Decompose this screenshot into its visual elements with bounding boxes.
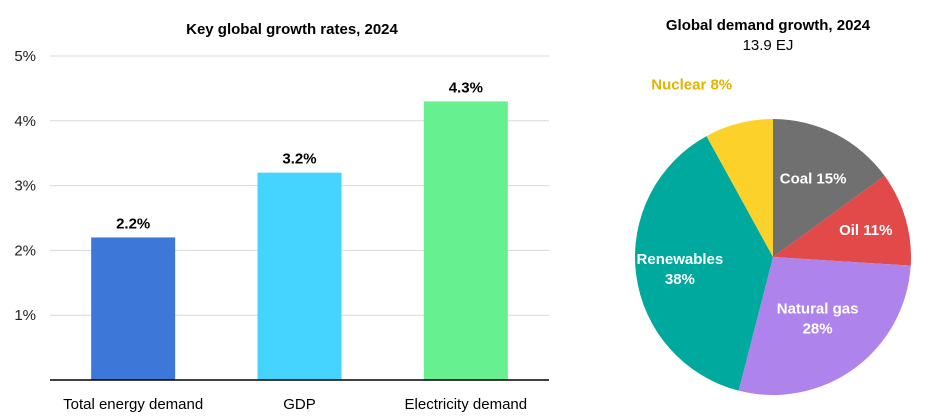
bar-value-label: 2.2%: [116, 215, 150, 232]
bar: [423, 101, 508, 381]
pie-slice-coal: [773, 119, 885, 257]
y-tick-label: 4%: [14, 113, 36, 130]
y-tick-label: 2%: [14, 242, 36, 259]
pie-slice-labels: Coal 15% Oil 11% Natural gas 28% Renewables 3…: [637, 77, 893, 338]
x-category-label: GDP: [283, 396, 316, 413]
x-category-label: Electricity demand: [405, 396, 528, 413]
x-axis-categories: Total energy demand GDP Electricity demand: [63, 396, 527, 413]
y-tick-label: 3%: [14, 178, 36, 195]
pie-slice-nuclear: [706, 119, 773, 257]
pie-chart-title: Global demand growth, 2024: [666, 17, 871, 34]
x-category-label: Total energy demand: [63, 396, 203, 413]
bar-data-labels: 2.2% 3.2% 4.3%: [116, 79, 483, 232]
bar: [257, 172, 342, 380]
bar-chart-title: Key global growth rates, 2024: [186, 21, 398, 38]
pie-slice-label: Natural gas 28%: [777, 300, 859, 337]
bar-value-label: 3.2%: [282, 151, 316, 168]
y-tick-label: 5%: [14, 48, 36, 65]
pie-chart: Global demand growth, 2024 13.9 EJ Coal …: [635, 17, 911, 395]
y-axis-ticks: 1% 2% 3% 4% 5%: [14, 48, 36, 324]
pie-slice-label: Coal 15%: [780, 170, 847, 187]
bar-series: [91, 101, 508, 381]
y-tick-label: 1%: [14, 307, 36, 324]
pie-slice-oil: [773, 175, 911, 266]
pie-slices: [635, 119, 911, 395]
pie-slice-label: Oil 11%: [839, 222, 892, 239]
pie-slice-renewables: [635, 136, 773, 391]
pie-chart-subtitle: 13.9 EJ: [743, 37, 794, 54]
bar: [91, 237, 176, 380]
pie-slice-label: Nuclear 8%: [651, 77, 732, 94]
bar-value-label: 4.3%: [449, 79, 483, 96]
pie-slice-natural-gas: [738, 257, 911, 395]
bar-chart: Key global growth rates, 2024 1% 2% 3% 4% 5%…: [14, 21, 549, 413]
pie-slice-label: Renewables 38%: [637, 251, 724, 288]
